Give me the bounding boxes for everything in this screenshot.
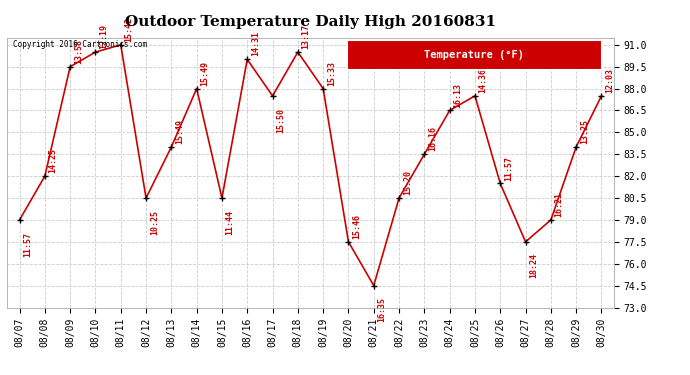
Text: 13:17: 13:17 bbox=[302, 24, 310, 49]
Text: 18:24: 18:24 bbox=[529, 254, 538, 279]
Text: 14:31: 14:31 bbox=[251, 32, 260, 57]
Text: 13:25: 13:25 bbox=[580, 119, 589, 144]
Text: 12:19: 12:19 bbox=[99, 24, 108, 49]
Text: 15:20: 15:20 bbox=[403, 170, 412, 195]
Text: 15:33: 15:33 bbox=[327, 61, 336, 86]
Text: 16:16: 16:16 bbox=[428, 126, 437, 152]
Text: 11:57: 11:57 bbox=[504, 156, 513, 180]
Text: 14:25: 14:25 bbox=[48, 148, 58, 173]
Text: 15:46: 15:46 bbox=[353, 214, 362, 239]
Text: 15:49: 15:49 bbox=[201, 61, 210, 86]
Text: 15:42: 15:42 bbox=[125, 17, 134, 42]
Text: 16:21: 16:21 bbox=[555, 192, 564, 217]
Text: 16:35: 16:35 bbox=[377, 297, 386, 322]
Text: 16:13: 16:13 bbox=[453, 82, 462, 108]
Text: 15:49: 15:49 bbox=[175, 119, 184, 144]
Text: Temperature (°F): Temperature (°F) bbox=[424, 50, 524, 60]
Text: 15:50: 15:50 bbox=[276, 108, 286, 132]
Text: Copyright 2016 Cartronics.com: Copyright 2016 Cartronics.com bbox=[13, 40, 147, 49]
Text: Outdoor Temperature Daily High 20160831: Outdoor Temperature Daily High 20160831 bbox=[125, 15, 496, 29]
Text: 11:57: 11:57 bbox=[23, 232, 32, 256]
Text: 13:58: 13:58 bbox=[74, 39, 83, 64]
Text: 10:25: 10:25 bbox=[150, 210, 159, 235]
Text: 14:36: 14:36 bbox=[479, 68, 488, 93]
Text: 11:44: 11:44 bbox=[226, 210, 235, 235]
Text: 12:03: 12:03 bbox=[605, 68, 614, 93]
FancyBboxPatch shape bbox=[347, 40, 602, 70]
